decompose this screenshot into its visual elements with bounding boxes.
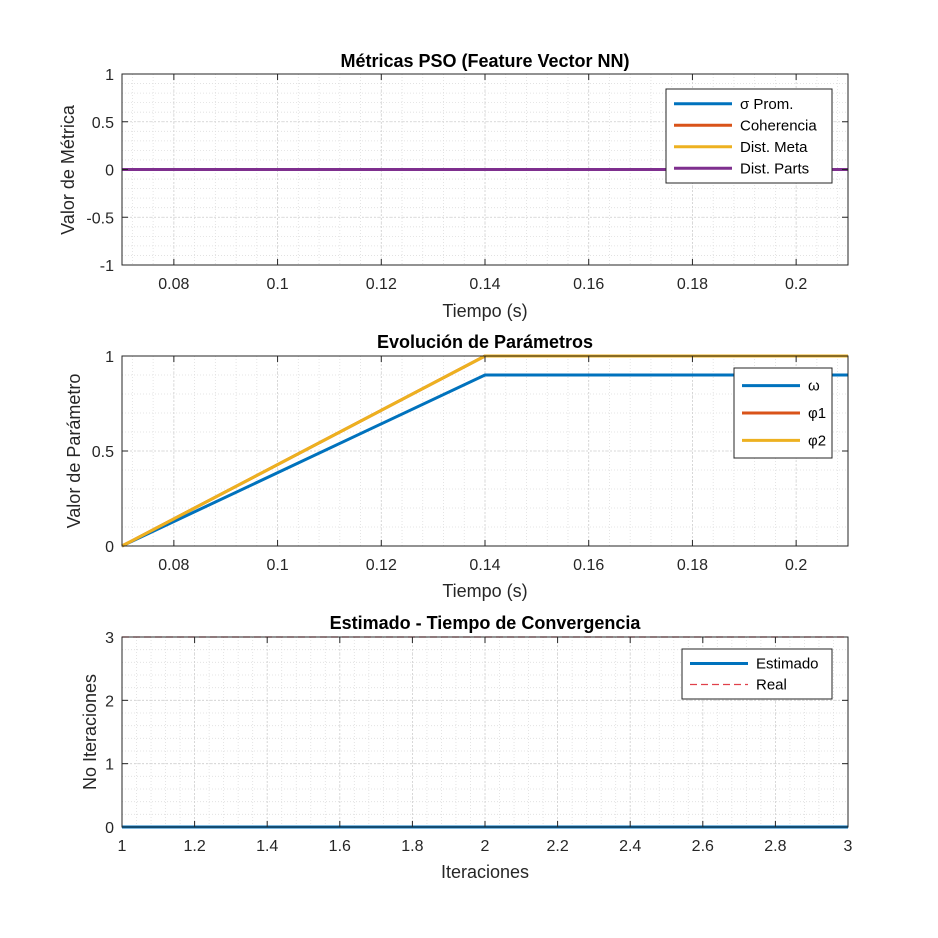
x-tick-label: 0.12 [366, 276, 397, 293]
legend-box [681, 648, 833, 700]
y-tick-label: -0.5 [86, 210, 114, 227]
x-tick-label: 0.14 [469, 276, 500, 293]
chart-title: Estimado - Tiempo de Convergencia [330, 613, 642, 633]
series-line [121, 373, 848, 548]
chart-parametros: Evolución de Parámetros Tiempo (s) Valor… [64, 332, 849, 601]
x-tick-label: 0.16 [573, 276, 604, 293]
x-tick-label: 0.2 [785, 276, 807, 293]
x-tick-label: 0.14 [469, 557, 500, 574]
legend: ω φ1 φ2 [733, 367, 833, 459]
legend-label: σ Prom. [740, 96, 793, 113]
x-tick-label: 0.1 [266, 276, 288, 293]
chart-title: Evolución de Parámetros [377, 332, 593, 352]
legend-label: Coherencia [740, 117, 817, 134]
grid [122, 73, 848, 266]
x-tick-label: 0.08 [158, 276, 189, 293]
y-tick-label: 1 [105, 349, 114, 366]
legend-label: Estimado [756, 656, 819, 673]
x-axis-label: Tiempo (s) [442, 301, 527, 321]
y-axis-label: No Iteraciones [80, 674, 100, 790]
x-tick-label: 2 [481, 838, 490, 855]
y-tick-label: 0 [105, 539, 114, 556]
x-axis-label: Tiempo (s) [442, 581, 527, 601]
legend-label: ω [808, 378, 820, 395]
y-tick-label: 2 [105, 693, 114, 710]
x-tick-label: 1.6 [329, 838, 351, 855]
y-tick-label: 0 [105, 820, 114, 837]
x-axis-label: Iteraciones [441, 862, 529, 882]
y-tick-label: 0.5 [92, 444, 114, 461]
chart-title: Métricas PSO (Feature Vector NN) [340, 51, 629, 71]
x-tick-label: 2.6 [692, 838, 714, 855]
x-tick-label: 1 [118, 838, 127, 855]
x-tick-label: 2.2 [546, 838, 568, 855]
x-tick-label: 0.18 [677, 276, 708, 293]
y-tick-label: 0.5 [92, 115, 114, 132]
y-tick-label: -1 [100, 258, 114, 275]
legend: Estimado Real [681, 648, 833, 700]
legend-label: φ1 [808, 405, 826, 422]
x-tick-label: 0.18 [677, 557, 708, 574]
x-tick-label: 0.16 [573, 557, 604, 574]
x-tick-label: 1.2 [183, 838, 205, 855]
legend-label: Real [756, 677, 787, 694]
legend: σ Prom. Coherencia Dist. Meta Dist. Parts [665, 88, 833, 184]
x-tick-label: 2.4 [619, 838, 641, 855]
y-axis-label: Valor de Parámetro [64, 374, 84, 529]
chart-convergencia: Estimado - Tiempo de Convergencia Iterac… [80, 613, 853, 882]
x-tick-label: 0.1 [266, 557, 288, 574]
chart-metricas: Métricas PSO (Feature Vector NN) Tiempo … [58, 51, 849, 321]
x-tick-label: 0.08 [158, 557, 189, 574]
legend-label: Dist. Meta [740, 139, 808, 156]
x-tick-label: 0.2 [785, 557, 807, 574]
legend-label: Dist. Parts [740, 160, 809, 177]
x-tick-label: 0.12 [366, 557, 397, 574]
y-tick-label: 0 [105, 163, 114, 180]
x-tick-label: 1.4 [256, 838, 278, 855]
y-axis-label: Valor de Métrica [58, 104, 78, 235]
legend-label: φ2 [808, 432, 826, 449]
x-tick-label: 1.8 [401, 838, 423, 855]
x-tick-label: 2.8 [764, 838, 786, 855]
x-tick-label: 3 [844, 838, 853, 855]
y-tick-label: 1 [105, 67, 114, 84]
y-tick-label: 1 [105, 757, 114, 774]
y-tick-label: 3 [105, 630, 114, 647]
